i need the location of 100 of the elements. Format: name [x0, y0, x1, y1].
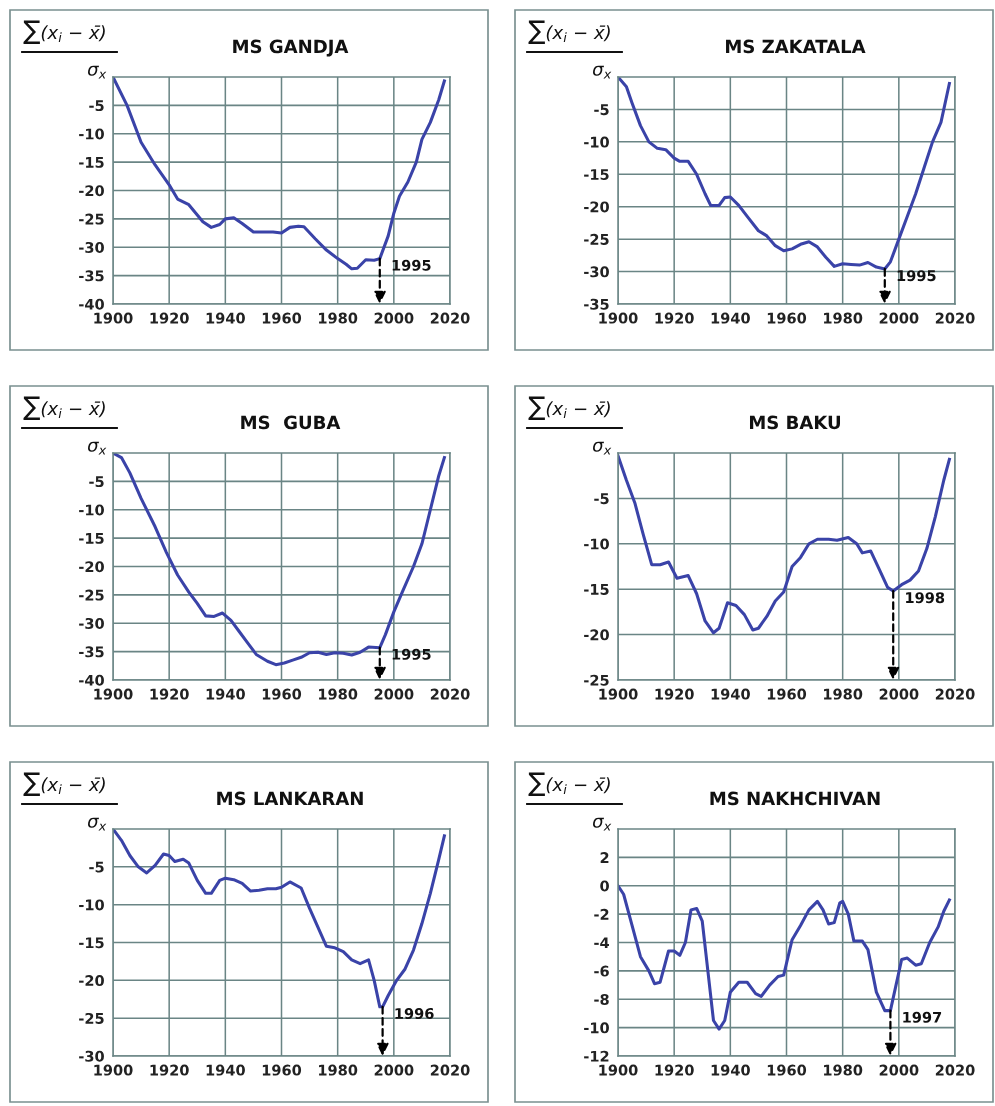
y-tick-label: -20 — [79, 561, 104, 573]
line-series — [113, 829, 446, 1009]
text: ∑(x$_{i}$ − x̄) σ$_{x}$ — [528, 396, 612, 455]
y-tick-label: -4 — [594, 937, 609, 949]
x-tick-label: 1900 — [94, 688, 133, 700]
text: ∑(x$_{i}$ − x̄) σ$_{x}$ — [23, 772, 107, 831]
y-tick-label: -10 — [584, 538, 609, 550]
x-tick-label: 1980 — [824, 688, 863, 700]
x-tick-label: 1960 — [262, 688, 302, 700]
x-tick-label: 1960 — [767, 688, 807, 700]
x-tick-label: 2000 — [879, 688, 919, 700]
y-tick-label: -25 — [79, 213, 104, 225]
y-tick-label: -25 — [584, 233, 609, 245]
x-tick-label: 1940 — [711, 312, 750, 324]
x-tick-label: 1980 — [319, 1064, 358, 1076]
line-series — [113, 77, 446, 271]
x-tick-label: 1940 — [206, 312, 245, 324]
text: ∑(x$_{i}$ − x̄) σ$_{x}$ — [23, 396, 107, 455]
x-tick-label: 2000 — [879, 312, 919, 324]
y-tick-label: -35 — [79, 270, 104, 282]
y-tick-label: -35 — [584, 298, 609, 310]
line-series — [113, 453, 446, 667]
y-tick-label: -25 — [79, 1012, 104, 1024]
x-tick-label: 1900 — [599, 688, 638, 700]
y-tick-label: 0 — [600, 880, 609, 892]
x-tick-label: 1900 — [599, 312, 638, 324]
x-tick-label: 1920 — [655, 1064, 694, 1076]
y-tick-label: -8 — [594, 993, 609, 1005]
x-tick-label: 1900 — [94, 1064, 133, 1076]
x-tick-label: 1940 — [206, 1064, 245, 1076]
y-tick-label: -35 — [79, 646, 104, 658]
y-tick-label: -10 — [79, 504, 104, 516]
y-tick-label: -40 — [79, 298, 104, 310]
annotation: 1998 — [906, 592, 945, 604]
chart-title: MS GUBA — [241, 415, 341, 430]
x-tick-label: 1900 — [94, 312, 133, 324]
chart-title: MS ZAKATALA — [726, 39, 866, 54]
y-tick-label: -20 — [79, 185, 104, 197]
x-tick-label: 1920 — [150, 312, 189, 324]
y-tick-label: -10 — [79, 128, 104, 140]
x-tick-label: 1920 — [150, 688, 189, 700]
x-tick-label: 1980 — [319, 688, 358, 700]
chart-title: MS NAKHCHIVAN — [710, 791, 880, 806]
line-series — [618, 884, 951, 1031]
y-tick-label: -25 — [584, 674, 609, 686]
x-tick-label: 2020 — [935, 312, 975, 324]
x-tick-label: 1960 — [262, 1064, 302, 1076]
y-tick-label: -10 — [584, 1022, 609, 1034]
y-tick-label: -30 — [79, 1050, 104, 1062]
x-tick-label: 2020 — [935, 688, 975, 700]
chart-title: MS GANDJA — [233, 39, 349, 57]
x-tick-label: 2020 — [935, 1064, 975, 1076]
y-tick-label: -20 — [584, 629, 609, 641]
y-tick-label: -15 — [79, 157, 104, 168]
x-tick-label: 1920 — [655, 688, 694, 700]
y-tick-label: 2 — [600, 852, 609, 863]
x-tick-label: 2000 — [374, 688, 414, 700]
x-tick-label: 2020 — [430, 688, 470, 700]
x-tick-label: 2000 — [879, 1064, 919, 1076]
y-tick-label: -5 — [89, 100, 104, 112]
x-tick-label: 1980 — [824, 1064, 863, 1076]
y-tick-label: -25 — [79, 589, 104, 601]
x-tick-label: 1960 — [767, 1064, 807, 1076]
x-tick-label: 2020 — [430, 1064, 470, 1076]
y-tick-label: -20 — [79, 975, 104, 987]
annotation: 1996 — [395, 1007, 434, 1019]
y-tick-label: -5 — [89, 476, 104, 488]
y-tick-label: -5 — [594, 493, 609, 505]
x-tick-label: 1940 — [206, 688, 245, 700]
y-tick-label: -10 — [584, 136, 609, 148]
y-tick-label: -40 — [79, 674, 104, 686]
x-tick-label: 1920 — [150, 1064, 189, 1076]
chart-title: MS LANKARAN — [217, 791, 363, 806]
y-tick-label: -15 — [79, 937, 104, 949]
line-series — [618, 454, 951, 635]
x-tick-label: 2000 — [374, 1064, 414, 1076]
x-tick-label: 1980 — [319, 312, 358, 324]
y-tick-label: -15 — [584, 584, 609, 595]
y-tick-label: -6 — [594, 965, 609, 977]
x-tick-label: 1960 — [262, 312, 302, 324]
y-tick-label: -30 — [79, 617, 104, 629]
y-tick-label: -12 — [584, 1050, 609, 1062]
y-tick-label: -15 — [584, 169, 609, 181]
chart-title: MS BAKU — [750, 415, 841, 430]
x-tick-label: 1960 — [767, 312, 807, 324]
y-tick-label: -2 — [594, 908, 609, 920]
y-tick-label: -15 — [79, 533, 104, 544]
annotation: 1997 — [903, 1011, 942, 1023]
y-tick-label: -20 — [584, 201, 609, 213]
x-tick-label: 2020 — [430, 312, 470, 324]
x-tick-label: 1920 — [655, 312, 694, 324]
x-tick-label: 2000 — [374, 312, 414, 324]
y-tick-label: -5 — [594, 104, 609, 116]
y-tick-label: -10 — [79, 899, 104, 911]
y-tick-label: -5 — [89, 861, 104, 873]
text: ∑(x$_{i}$ − x̄) σ$_{x}$ — [528, 20, 612, 79]
x-tick-label: 1980 — [824, 312, 863, 324]
text: ∑(x$_{i}$ − x̄) σ$_{x}$ — [528, 772, 612, 831]
y-tick-label: -30 — [584, 266, 609, 278]
x-tick-label: 1940 — [711, 1064, 750, 1076]
